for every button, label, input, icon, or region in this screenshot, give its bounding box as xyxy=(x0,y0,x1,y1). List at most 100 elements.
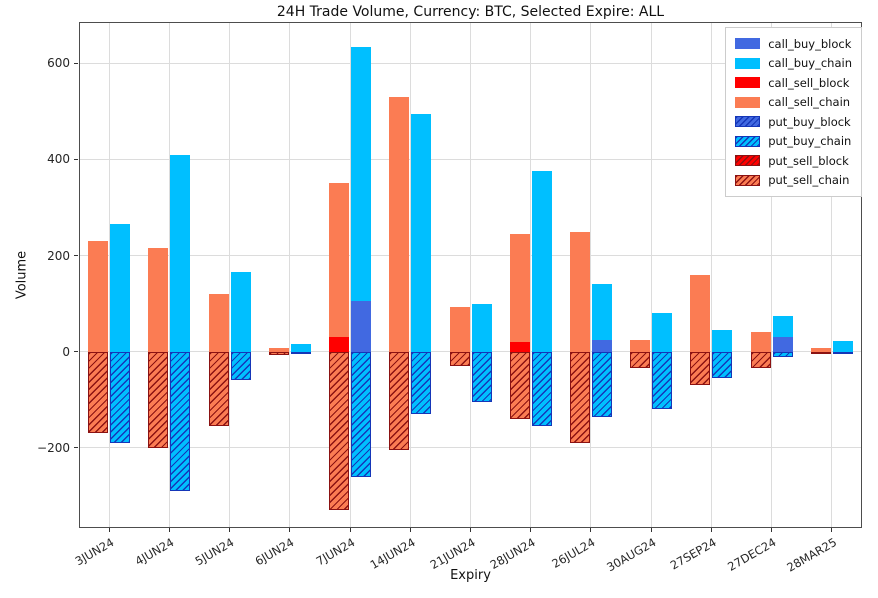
bar-call_sell_chain xyxy=(509,233,530,343)
x-tick-label: 5JUN24 xyxy=(192,535,237,569)
y-tick-mark xyxy=(74,158,78,160)
legend-item-call_sell_chain: call_sell_chain xyxy=(735,93,852,113)
bar-call_buy_chain xyxy=(832,341,853,352)
legend-label: call_buy_chain xyxy=(768,56,852,71)
legend: call_buy_block call_buy_chain call_sell_bl… xyxy=(725,27,862,197)
bar-put_buy_chain xyxy=(471,351,492,403)
bar-put_sell_chain xyxy=(750,351,771,369)
x-tick-label: 28JUN24 xyxy=(487,535,538,572)
y-tick-label: 400 xyxy=(47,152,70,167)
gridline xyxy=(409,22,411,528)
legend-label: put_sell_chain xyxy=(768,173,850,188)
bar-call_sell_chain xyxy=(690,274,711,352)
legend-item-call_sell_block: call_sell_block xyxy=(735,73,852,93)
bar-call_buy_chain xyxy=(652,313,673,352)
x-tick-label: 3JUN24 xyxy=(72,535,117,569)
bar-call_sell_chain xyxy=(88,241,109,352)
x-tick-mark xyxy=(530,528,532,532)
x-tick-mark xyxy=(771,528,773,532)
bar-call_buy_block xyxy=(351,301,372,352)
x-tick-mark xyxy=(650,528,652,532)
bar-put_sell_chain xyxy=(208,351,229,427)
put_buy_block-swatch xyxy=(735,116,761,128)
plot-area: −200 0 200 400 600 3JUN24 4JUN24 5JUN24 6JUN24 7J… xyxy=(37,22,862,575)
bar-call_sell_chain xyxy=(389,96,410,352)
bar-call_buy_chain xyxy=(351,46,372,302)
x-tick-mark xyxy=(349,528,351,532)
bar-put_sell_chain xyxy=(810,351,831,355)
bar-put_sell_chain xyxy=(329,351,350,511)
x-tick-mark xyxy=(710,528,712,532)
call_buy_chain-swatch xyxy=(735,57,761,69)
y-tick-mark xyxy=(74,62,78,64)
bar-call_sell_chain xyxy=(268,347,289,352)
y-tick-label: 600 xyxy=(47,56,70,71)
gridline xyxy=(168,22,170,528)
gridline xyxy=(470,22,471,528)
y-tick-label: 0 xyxy=(62,344,70,359)
call_buy_block-swatch xyxy=(735,38,761,50)
x-tick-mark xyxy=(289,528,291,532)
y-tick-label: 200 xyxy=(47,248,70,263)
bar-call_buy_chain xyxy=(531,171,552,352)
bar-call_sell_block xyxy=(509,342,530,352)
x-tick-mark xyxy=(409,528,411,532)
bar-call_buy_chain xyxy=(110,224,131,352)
bar-put_sell_chain xyxy=(509,351,530,419)
bar-put_buy_chain xyxy=(531,351,552,427)
bar-call_sell_chain xyxy=(750,332,771,352)
put_buy_chain-swatch xyxy=(735,135,761,147)
bar-put_buy_chain xyxy=(351,351,372,477)
bar-call_buy_block xyxy=(772,337,793,352)
bar-put_buy_chain xyxy=(170,351,191,491)
legend-item-call_buy_chain: call_buy_chain xyxy=(735,54,852,74)
bar-call_buy_chain xyxy=(170,154,191,352)
legend-label: call_sell_chain xyxy=(768,95,851,110)
bar-call_buy_block xyxy=(591,339,612,352)
bar-put_sell_chain xyxy=(389,351,410,451)
gridline xyxy=(530,22,532,528)
bar-put_sell_chain xyxy=(630,351,651,369)
gridline xyxy=(710,22,712,528)
legend-label: put_buy_block xyxy=(768,114,851,129)
x-tick-label: 4JUN24 xyxy=(132,535,177,569)
bar-call_buy_chain xyxy=(411,113,432,352)
x-tick-mark xyxy=(168,528,170,532)
bar-call_buy_chain xyxy=(591,284,612,340)
bar-put_buy_chain xyxy=(591,351,612,417)
bar-put_buy_chain xyxy=(652,351,673,410)
bar-put_buy_chain xyxy=(832,351,853,355)
legend-item-call_buy_block: call_buy_block xyxy=(735,34,852,54)
x-tick-mark xyxy=(229,528,231,532)
put_sell_chain-swatch xyxy=(735,174,761,186)
bar-put_sell_chain xyxy=(268,351,289,356)
x-axis-label: Expiry xyxy=(450,568,491,583)
call_sell_block-swatch xyxy=(735,77,761,89)
bar-put_sell_chain xyxy=(88,351,109,434)
x-tick-label: 26JUL24 xyxy=(549,535,598,571)
gridline xyxy=(590,22,592,528)
gridline xyxy=(831,22,833,528)
x-tick-mark xyxy=(470,528,471,532)
x-tick-label: 7JUN24 xyxy=(313,535,358,569)
bar-call_sell_chain xyxy=(329,183,350,338)
gridline xyxy=(289,22,291,528)
chart-title: 24H Trade Volume, Currency: BTC, Selecte… xyxy=(276,4,665,20)
bar-put_buy_chain xyxy=(290,351,311,355)
legend-item-put_buy_block: put_buy_block xyxy=(735,112,852,132)
bar-put_buy_chain xyxy=(712,351,733,379)
x-tick-label: 27SEP24 xyxy=(667,535,719,573)
bar-call_sell_chain xyxy=(449,307,470,352)
bar-put_sell_chain xyxy=(690,351,711,386)
gridline xyxy=(771,22,773,528)
legend-label: call_buy_block xyxy=(768,36,852,51)
legend-item-put_sell_chain: put_sell_chain xyxy=(735,171,852,191)
gridline xyxy=(108,22,110,528)
bar-call_sell_chain xyxy=(148,248,169,352)
legend-label: call_sell_block xyxy=(768,75,850,90)
bar-put_buy_chain xyxy=(110,351,131,443)
x-tick-label: 6JUN24 xyxy=(253,535,297,569)
x-tick-mark xyxy=(831,528,833,532)
put_sell_block-swatch xyxy=(735,155,761,167)
bar-call_buy_chain xyxy=(712,330,733,352)
